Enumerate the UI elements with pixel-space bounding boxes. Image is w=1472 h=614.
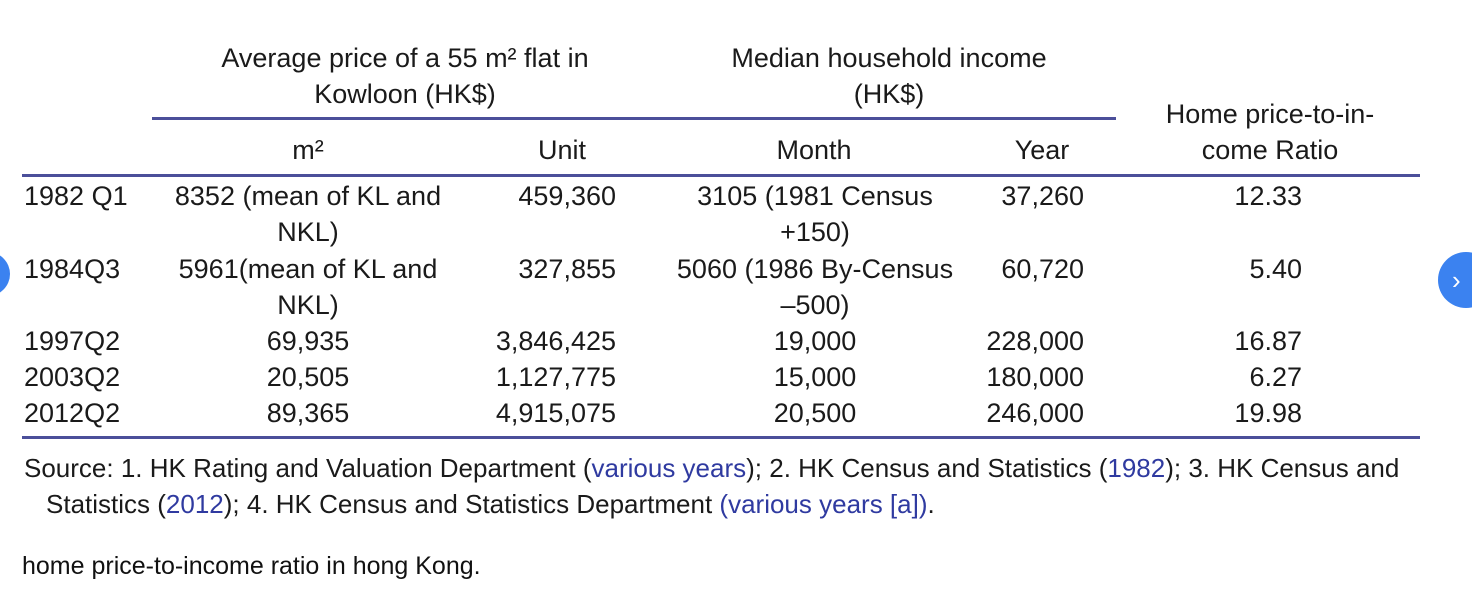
table-cell-unit: 327,855 xyxy=(518,254,616,284)
source-text: Source: 1. HK Rating and Valuation Depar… xyxy=(24,453,592,483)
table-cell-ratio: 6.27 xyxy=(1249,362,1302,392)
table-cell-year: 180,000 xyxy=(986,362,1084,392)
source-note-line2: Statistics (2012); 4. HK Census and Stat… xyxy=(46,486,935,522)
prev-slide-button[interactable] xyxy=(0,252,10,296)
source-text: ); 2. HK Census and Statistics ( xyxy=(746,453,1108,483)
subheader-year: Year xyxy=(1014,135,1070,165)
table-cell-m2: 5961(mean of KL and xyxy=(178,254,438,284)
table-cell-m2-cont: NKL) xyxy=(277,290,339,320)
source-link-various-years[interactable]: various years xyxy=(591,453,747,483)
table-row-period: 2003Q2 xyxy=(24,362,121,392)
table-cell-ratio: 19.98 xyxy=(1234,398,1302,428)
table-cell-m2: 69,935 xyxy=(266,326,350,356)
table-cell-m2: 8352 (mean of KL and xyxy=(174,181,442,211)
table-cell-unit: 3,846,425 xyxy=(495,326,616,356)
header-rule xyxy=(152,117,1116,120)
source-text: ); 3. HK Census and xyxy=(1165,453,1400,483)
source-link-2012[interactable]: 2012 xyxy=(165,489,224,519)
source-text: Statistics ( xyxy=(46,489,166,519)
table-cell-m2: 89,365 xyxy=(266,398,350,428)
table-cell-month: 3105 (1981 Census xyxy=(697,181,933,211)
header-ratio-line2: come Ratio xyxy=(1201,135,1339,165)
table-cell-month: 5060 (1986 By-Census xyxy=(676,254,954,284)
subheader-month: Month xyxy=(776,135,852,165)
header-ratio-line1: Home price-to-in- xyxy=(1165,99,1375,129)
source-text: . xyxy=(927,489,935,519)
column-header-rule xyxy=(22,174,1420,177)
table-cell-ratio: 5.40 xyxy=(1249,254,1302,284)
table-cell-year: 60,720 xyxy=(1001,254,1084,284)
source-link-various-years-a[interactable]: (various years [a]) xyxy=(719,489,928,519)
header-income-line2: (HK$) xyxy=(853,79,925,109)
image-caption: home price-to-income ratio in hong Kong. xyxy=(22,552,481,580)
source-text: ); 4. HK Census and Statistics Departmen… xyxy=(223,489,720,519)
table-cell-month-cont: +150) xyxy=(780,217,850,247)
table-row-period: 2012Q2 xyxy=(24,398,121,428)
chevron-right-icon: › xyxy=(1452,265,1461,295)
source-link-1982[interactable]: 1982 xyxy=(1107,453,1166,483)
table-cell-year: 37,260 xyxy=(1001,181,1084,211)
header-income-line1: Median household income xyxy=(731,43,1047,73)
table-cell-year: 246,000 xyxy=(986,398,1084,428)
table-cell-month-cont: –500) xyxy=(780,290,850,320)
subheader-unit: Unit xyxy=(537,135,586,165)
table-cell-m2-cont: NKL) xyxy=(277,217,339,247)
table-cell-unit: 1,127,775 xyxy=(495,362,616,392)
table-cell-year: 228,000 xyxy=(986,326,1084,356)
table-cell-unit: 459,360 xyxy=(518,181,616,211)
table-row-period: 1982 Q1 xyxy=(24,181,128,211)
header-price-line2: Kowloon (HK$) xyxy=(314,79,496,109)
table-row-period: 1984Q3 xyxy=(24,254,121,284)
next-slide-button[interactable]: › xyxy=(1438,252,1472,308)
table-cell-month: 20,500 xyxy=(773,398,857,428)
source-note-line1: Source: 1. HK Rating and Valuation Depar… xyxy=(24,450,1399,486)
table-cell-ratio: 16.87 xyxy=(1234,326,1302,356)
table-bottom-rule xyxy=(22,436,1420,439)
table-cell-ratio: 12.33 xyxy=(1234,181,1302,211)
table-row-period: 1997Q2 xyxy=(24,326,121,356)
subheader-m2: m² xyxy=(292,135,324,165)
header-price-line1: Average price of a 55 m² flat in xyxy=(221,43,589,73)
table-cell-month: 15,000 xyxy=(773,362,857,392)
table-cell-m2: 20,505 xyxy=(266,362,350,392)
table-cell-month: 19,000 xyxy=(773,326,857,356)
table-cell-unit: 4,915,075 xyxy=(495,398,616,428)
